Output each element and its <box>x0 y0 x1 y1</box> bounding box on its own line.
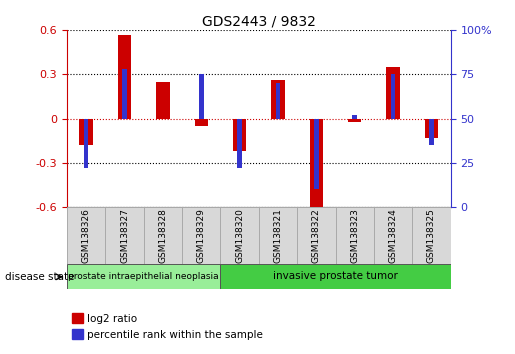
Title: GDS2443 / 9832: GDS2443 / 9832 <box>202 15 316 29</box>
Text: GSM138320: GSM138320 <box>235 208 244 263</box>
Bar <box>412 207 451 264</box>
Bar <box>67 264 220 289</box>
Text: percentile rank within the sample: percentile rank within the sample <box>87 330 263 339</box>
Text: GSM138327: GSM138327 <box>120 208 129 263</box>
Bar <box>195 119 208 126</box>
Text: GSM138325: GSM138325 <box>427 208 436 263</box>
Text: GSM138329: GSM138329 <box>197 208 205 263</box>
Bar <box>391 74 396 119</box>
Bar <box>237 119 242 168</box>
Bar <box>156 82 169 119</box>
Text: GSM138323: GSM138323 <box>350 208 359 263</box>
Bar <box>348 119 362 121</box>
Bar <box>386 67 400 119</box>
Bar <box>352 115 357 119</box>
Bar <box>276 83 280 119</box>
Bar <box>336 207 374 264</box>
Text: GSM138328: GSM138328 <box>159 208 167 263</box>
Bar <box>233 119 246 151</box>
Bar <box>297 207 336 264</box>
Bar <box>220 264 451 289</box>
Bar <box>310 119 323 210</box>
Bar <box>314 119 319 189</box>
Text: GSM138324: GSM138324 <box>389 208 398 263</box>
Text: prostate intraepithelial neoplasia: prostate intraepithelial neoplasia <box>68 272 219 281</box>
Text: GSM138321: GSM138321 <box>273 208 282 263</box>
Bar <box>144 207 182 264</box>
Bar <box>429 119 434 145</box>
Bar <box>67 207 105 264</box>
Text: GSM138326: GSM138326 <box>82 208 91 263</box>
Bar <box>79 119 93 145</box>
Bar <box>182 207 220 264</box>
Bar <box>122 69 127 119</box>
Bar <box>199 74 203 119</box>
Bar <box>271 80 285 119</box>
Text: invasive prostate tumor: invasive prostate tumor <box>273 271 398 281</box>
Text: log2 ratio: log2 ratio <box>87 314 136 324</box>
Bar <box>118 34 131 119</box>
Text: GSM138322: GSM138322 <box>312 208 321 263</box>
Bar <box>374 207 413 264</box>
Bar <box>106 207 144 264</box>
Bar <box>84 119 89 168</box>
Text: disease state: disease state <box>5 272 75 282</box>
Bar <box>259 207 297 264</box>
Bar <box>425 119 438 138</box>
Bar <box>220 207 259 264</box>
